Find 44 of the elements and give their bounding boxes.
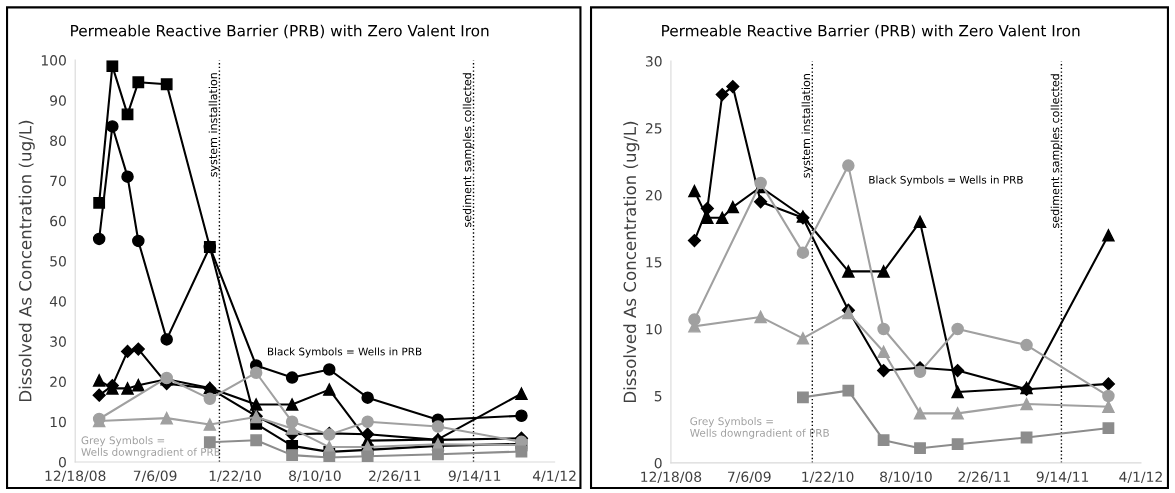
x-tick-label: 9/14/11 <box>1036 471 1089 484</box>
ref-line-label: sediment samples collected <box>1050 74 1062 228</box>
y-tick-label: 80 <box>50 135 66 146</box>
annotation: Grey Symbols = Wells downgradient of PRB <box>690 417 829 439</box>
x-tick-label: 4/1/12 <box>1119 471 1162 484</box>
y-tick-label: 70 <box>50 175 66 187</box>
x-tick-label: 7/6/09 <box>728 471 771 484</box>
annotation: Black Symbols = Wells in PRB <box>869 175 1023 186</box>
y-axis-title: Dissolved As Concentration (ug/L) <box>18 120 35 402</box>
y-tick-label: 20 <box>50 376 66 388</box>
y-tick-label: 0 <box>58 456 66 468</box>
y-tick-label: 15 <box>646 257 662 268</box>
x-tick-label: 8/10/10 <box>880 471 932 484</box>
x-tick-label: 12/18/08 <box>641 471 702 484</box>
y-tick-label: 10 <box>50 416 66 428</box>
x-tick-label: 8/10/10 <box>289 470 341 483</box>
y-tick-label: 30 <box>50 336 66 347</box>
x-tick-label: 4/1/12 <box>532 470 576 483</box>
y-tick-label: 5 <box>654 391 662 402</box>
x-tick-label: 2/26/11 <box>958 471 1010 484</box>
y-tick-label: 50 <box>50 256 66 267</box>
ref-line-label: sediment samples collected <box>462 73 474 227</box>
annotation: Grey Symbols = Wells downgradient of PRB <box>81 436 221 458</box>
x-tick-label: 9/14/11 <box>448 470 501 483</box>
chart-title: Permeable Reactive Barrier (PRB) with Zero Valent Iron <box>662 24 1080 39</box>
y-tick-label: 60 <box>50 215 66 227</box>
annotation: Black Symbols = Wells in PRB <box>267 347 422 358</box>
x-tick-label: 1/22/10 <box>209 470 261 483</box>
y-tick-label: 20 <box>645 190 662 201</box>
y-tick-label: 90 <box>50 95 66 106</box>
x-tick-label: 7/6/09 <box>133 470 177 483</box>
y-tick-label: 30 <box>645 56 662 67</box>
y-tick-label: 40 <box>49 296 66 307</box>
y-tick-label: 25 <box>645 123 662 134</box>
ref-line-label: system installation <box>208 73 220 177</box>
y-axis-title: Dissolved As Concentration (ug/L) <box>623 121 640 403</box>
y-tick-label: 100 <box>41 55 66 66</box>
chart-title: Permeable Reactive Barrier (PRB) with Zero Valent Iron <box>71 24 489 39</box>
y-tick-label: 0 <box>654 457 662 469</box>
x-tick-label: 12/18/08 <box>45 470 106 483</box>
ref-line-label: system installation <box>801 74 813 178</box>
x-tick-label: 2/26/11 <box>369 470 421 483</box>
y-tick-label: 10 <box>646 323 662 335</box>
x-tick-label: 1/22/10 <box>802 471 854 484</box>
